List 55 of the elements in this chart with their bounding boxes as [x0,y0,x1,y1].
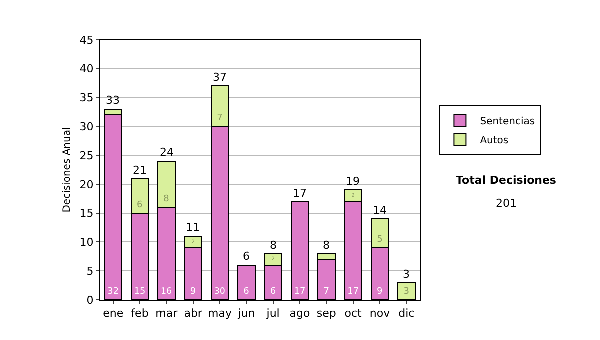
data-label: 5 [377,235,383,245]
x-tick-label: may [208,307,232,320]
x-tick-label: sep [316,307,336,320]
legend-label: Autos [480,135,509,146]
total-label: 37 [213,71,227,84]
x-tick-label: feb [131,307,149,320]
y-tick-label: 45 [80,34,94,47]
y-tick-label: 40 [80,62,94,76]
total-label: 14 [373,204,387,217]
data-label: 8 [164,194,170,205]
x-tick-label: ene [103,307,124,320]
total-label: 21 [133,164,147,177]
data-label: 32 [108,287,119,298]
text: Total Decisiones [456,174,557,187]
total-label: 8 [323,239,330,252]
x-tick-label: oct [344,307,363,320]
y-tick-label: 25 [80,149,94,162]
x-tick-label: dic [398,307,415,320]
data-label: 17 [294,287,306,298]
total-label: 11 [186,221,200,234]
total-label: 24 [160,146,174,159]
total-label: 3 [403,268,410,281]
y-axis-title: Decisiones Anual [62,127,73,213]
data-label: 3 [404,287,410,297]
y-tick-label: 30 [80,120,94,134]
y-tick-label: 5 [86,264,94,278]
x-tick-label: ago [290,307,310,320]
data-label: 6 [270,287,276,297]
data-label: 7 [324,287,330,297]
data-label: 9 [377,287,383,297]
data-label: 6 [244,287,250,297]
data-label: 17 [348,287,359,298]
x-tick-label: jun [237,307,256,320]
data-label: 7 [217,114,223,124]
data-label: 16 [161,287,172,298]
y-tick-label: 35 [80,92,94,105]
y-tick-label: 20 [80,178,94,192]
data-label: 6 [137,200,143,210]
data-label: 30 [214,287,226,298]
data-label: 15 [134,287,146,298]
data-label: 9 [190,287,196,297]
total-label: 19 [346,175,360,188]
legend-label: Sentencias [480,116,536,128]
total-label: 6 [243,250,250,263]
total-label: 33 [106,94,120,107]
x-tick-label: mar [156,307,178,320]
x-tick-label: jul [266,307,280,320]
y-tick-label: 0 [86,294,94,307]
total-label: 8 [270,239,277,252]
y-tick-label: 15 [80,207,94,220]
total-label: 17 [293,187,307,200]
x-tick-label: abr [184,307,203,320]
y-tick-label: 10 [80,236,94,250]
x-tick-label: nov [370,307,391,320]
text: 201 [496,197,517,210]
